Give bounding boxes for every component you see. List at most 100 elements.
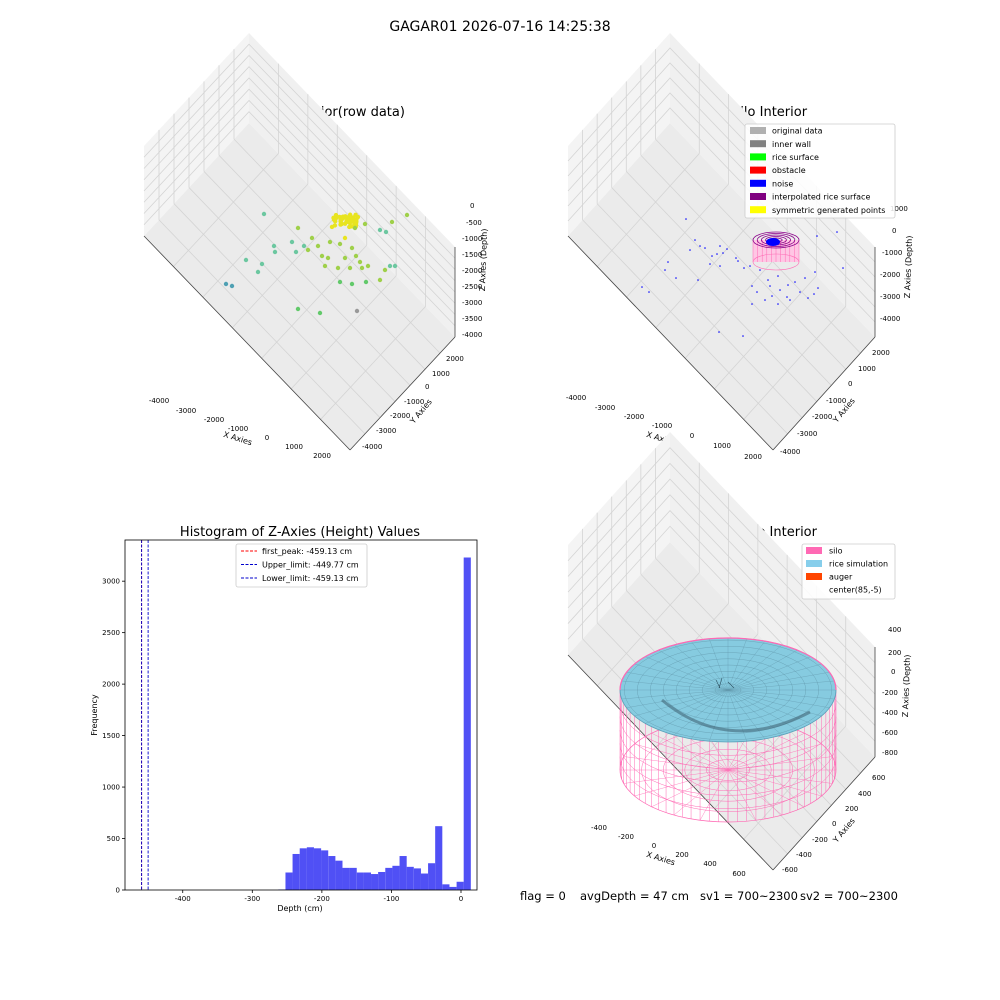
noise-point	[667, 261, 669, 263]
raw-z-tick: -3500	[462, 315, 482, 323]
simulation-plot-x-ticks: -400 -200 0 200 400 600	[591, 824, 746, 878]
x-tick-label: -200	[314, 895, 330, 903]
histogram-x-axis-label: Depth (cm)	[277, 904, 322, 913]
rice-mesh-spoke	[634, 689, 729, 717]
gridline	[567, 77, 876, 293]
legend-swatch	[750, 153, 766, 161]
histogram-bar	[428, 863, 436, 890]
raw-plot-points	[223, 211, 410, 316]
noise-point	[709, 263, 711, 265]
raw-data-point	[338, 217, 343, 222]
legend-label: rice surface	[772, 153, 819, 162]
gridline	[158, 219, 366, 435]
noise-point	[742, 335, 744, 337]
noise-point	[689, 249, 691, 251]
histogram-bar	[442, 884, 450, 890]
gridline	[596, 153, 700, 267]
raw-z-tick: -500	[466, 219, 482, 227]
raw-data-point	[271, 243, 277, 249]
rice-mesh-spoke	[727, 663, 822, 691]
histogram-title: Histogram of Z-Axies (Height) Values	[180, 525, 420, 540]
raw-3d-plot: 3D Plot of Silo Interior(row data) -4000…	[143, 33, 489, 460]
rice-mesh-spoke	[626, 672, 729, 691]
histogram-bar	[313, 848, 322, 890]
rice-mesh-spoke	[621, 689, 729, 700]
silo-floor-spoke	[634, 769, 729, 797]
gridline	[173, 153, 279, 267]
gridline	[188, 187, 396, 402]
histogram-bar	[349, 867, 357, 890]
legend-swatch	[750, 193, 766, 200]
noise-point	[648, 291, 650, 293]
gridline	[655, 214, 759, 328]
simulation-z-tick: -200	[882, 689, 898, 697]
simulation-x-tick: -200	[618, 833, 634, 841]
silo-top-rim	[619, 637, 837, 691]
rice-mesh-spoke	[727, 680, 835, 691]
classify-plot-x-ticks: -4000 -3000 -2000 -1000 0 1000 2000	[566, 394, 762, 461]
classify-x-tick: -4000	[566, 394, 586, 402]
noise-point	[787, 284, 789, 286]
classify-plot-points	[641, 218, 844, 337]
simulation-plot-y-ticks: 600 400 200 0 -200 -400 -600	[782, 774, 885, 874]
rice-mesh-spoke	[709, 689, 729, 742]
raw-data-point	[392, 263, 398, 269]
noise-point	[719, 245, 721, 247]
gridline	[714, 275, 817, 390]
y-tick-label: 3000	[102, 578, 120, 586]
noise-point	[777, 303, 779, 305]
classify-x-tick: -3000	[595, 404, 615, 412]
legend-swatch	[806, 573, 822, 580]
gridline	[743, 726, 847, 840]
legend-swatch	[806, 560, 822, 567]
rice-mesh-spoke	[727, 650, 798, 691]
avg-depth-text: avgDepth = 47 cm	[580, 889, 689, 903]
noise-point	[722, 252, 724, 254]
silo-wall-ring	[619, 716, 837, 769]
gridline	[684, 245, 788, 359]
rice-mesh-spoke	[658, 650, 729, 691]
rice-mesh-spoke	[727, 689, 822, 717]
histogram-y-ticks: 0 500 1000 1500 2000 2500 3000	[102, 578, 125, 895]
gridline	[143, 43, 456, 259]
silo-floor-spoke	[727, 756, 833, 771]
simulation-legend: silo rice simulation auger center(85,-5)	[801, 543, 896, 600]
histogram-bar	[328, 856, 336, 890]
gridline	[143, 66, 456, 282]
noise-point	[799, 291, 801, 293]
noise-point	[711, 255, 713, 257]
raw-plot-z-ticks: 0 -500 -1000 -1500 -2000 -2500 -3000 -35…	[462, 202, 482, 339]
raw-data-point	[362, 221, 368, 227]
classify-z-tick: -3000	[880, 293, 900, 301]
x-tick-label: -100	[383, 895, 399, 903]
classify-x-tick: 0	[690, 432, 694, 440]
raw-z-tick: 0	[470, 202, 474, 210]
simulation-x-tick: 600	[732, 870, 745, 878]
classify-z-tick: 0	[892, 227, 896, 235]
raw-data-point	[377, 227, 383, 233]
y-tick-label: 2500	[102, 629, 120, 637]
noise-point	[777, 275, 779, 277]
gridline	[640, 155, 847, 370]
noise-point	[718, 331, 720, 333]
simulation-x-tick: 0	[652, 842, 656, 850]
noise-point	[743, 267, 745, 269]
silo-floor-spoke	[651, 733, 729, 771]
histogram-bar	[356, 872, 364, 890]
raw-y-tick: -1000	[404, 398, 424, 406]
rice-mesh-spoke	[645, 656, 729, 691]
classify-3d-plot: 3D classify of Silo Interior -4000 -3000…	[566, 33, 914, 461]
raw-data-point	[342, 221, 348, 226]
noise-point	[814, 271, 816, 273]
rice-mesh-spoke	[727, 689, 747, 742]
noise-point	[759, 269, 761, 271]
raw-x-tick: -3000	[176, 407, 196, 415]
simulation-x-tick: 400	[703, 860, 716, 868]
raw-data-point	[331, 217, 337, 222]
rice-mesh-spoke	[673, 644, 729, 691]
gridline	[143, 54, 456, 270]
gridline	[173, 203, 381, 418]
classify-y-tick: 1000	[858, 365, 876, 373]
raw-z-tick: -1500	[462, 251, 482, 259]
x-tick-label: -400	[175, 895, 191, 903]
